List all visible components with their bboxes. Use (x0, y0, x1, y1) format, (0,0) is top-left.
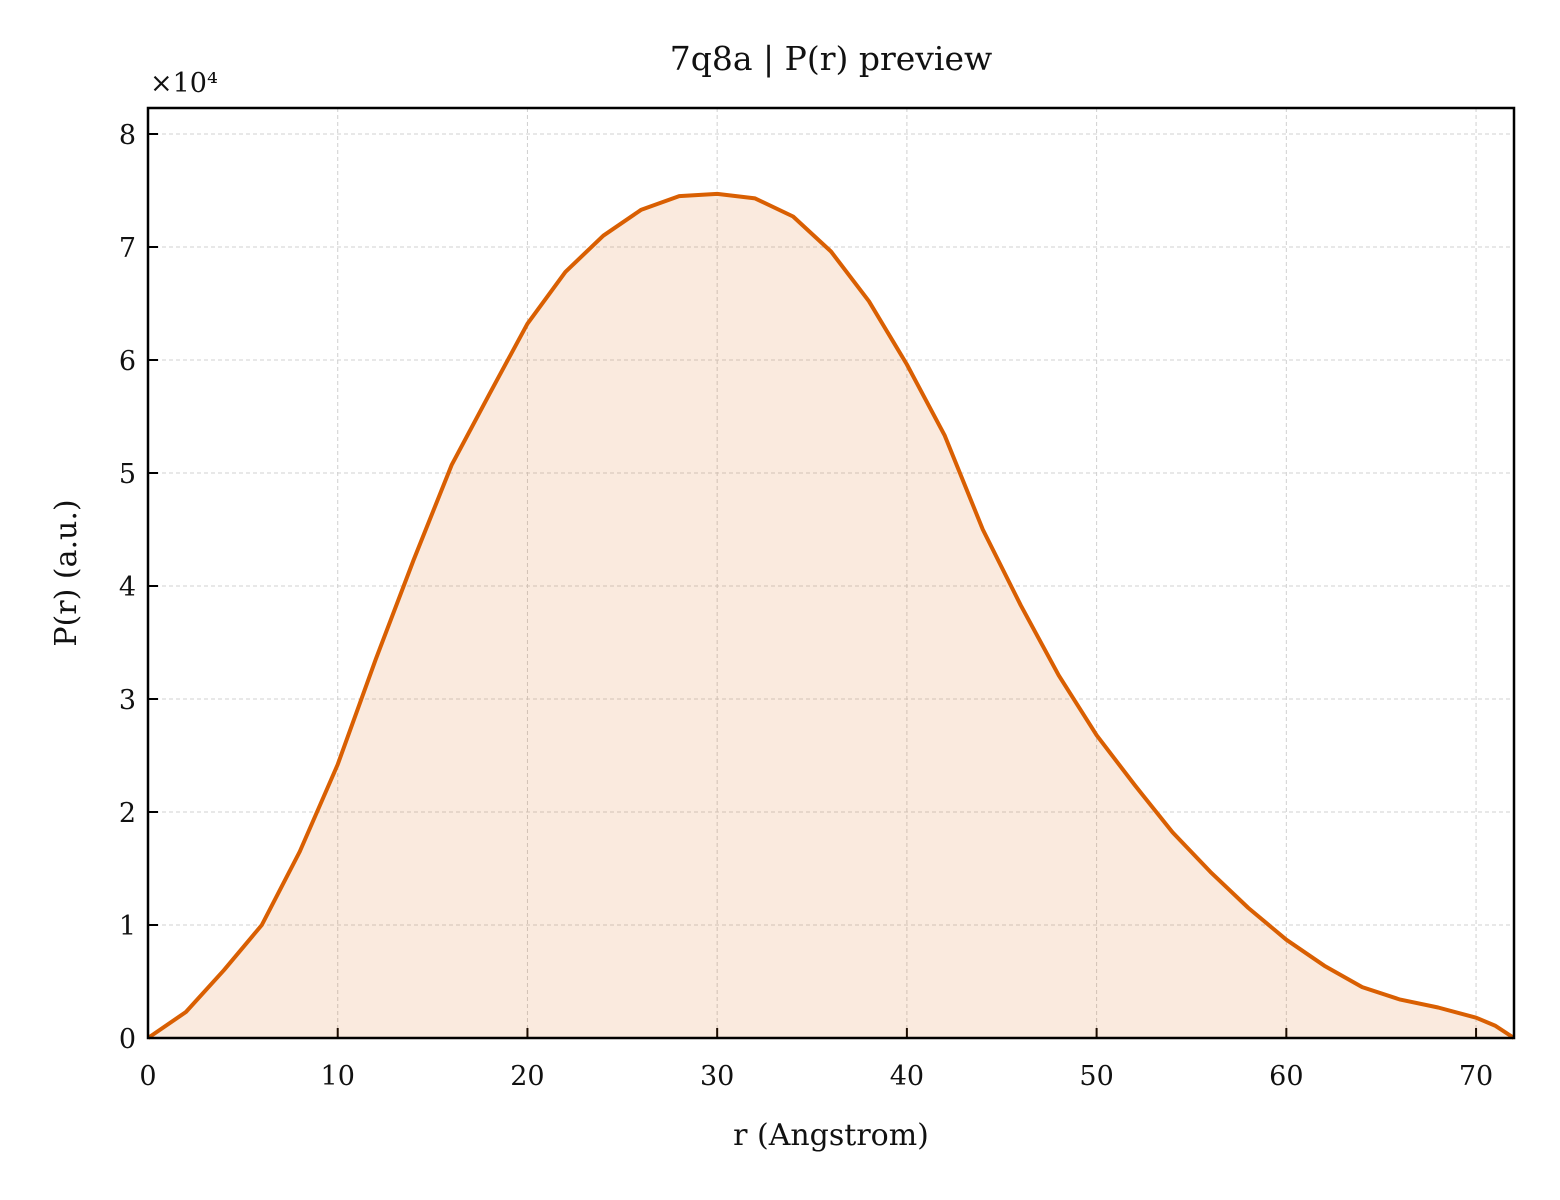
plot-frame (146, 106, 1516, 1040)
y-tick-label: 5 (119, 459, 136, 490)
y-offset-label: ×10⁴ (150, 68, 218, 99)
y-tick-label: 7 (119, 233, 136, 264)
y-tick-label: 8 (119, 120, 136, 151)
y-tick-label: 1 (119, 911, 136, 942)
x-tick-label: 0 (139, 1061, 156, 1092)
x-tick-label: 60 (1269, 1061, 1303, 1092)
y-tick-label: 3 (119, 685, 136, 716)
x-tick-label: 50 (1079, 1061, 1113, 1092)
x-tick-label: 10 (321, 1061, 355, 1092)
y-tick-label: 6 (119, 346, 136, 377)
y-tick-label: 0 (119, 1024, 136, 1055)
x-tick-label: 20 (510, 1061, 544, 1092)
x-tick-label: 30 (700, 1061, 734, 1092)
line (146, 191, 1516, 1040)
x-tick-label: 40 (890, 1061, 924, 1092)
x-axis-label: r (Angstrom) (733, 1118, 929, 1153)
y-tick-label: 4 (119, 572, 136, 603)
y-axis-label: P(r) (a.u.) (49, 499, 84, 646)
y-tick-label: 2 (119, 798, 136, 829)
x-tick-label: 70 (1459, 1061, 1493, 1092)
chart-title: 7q8a | P(r) preview (670, 39, 993, 78)
area-fill (148, 193, 1514, 1038)
